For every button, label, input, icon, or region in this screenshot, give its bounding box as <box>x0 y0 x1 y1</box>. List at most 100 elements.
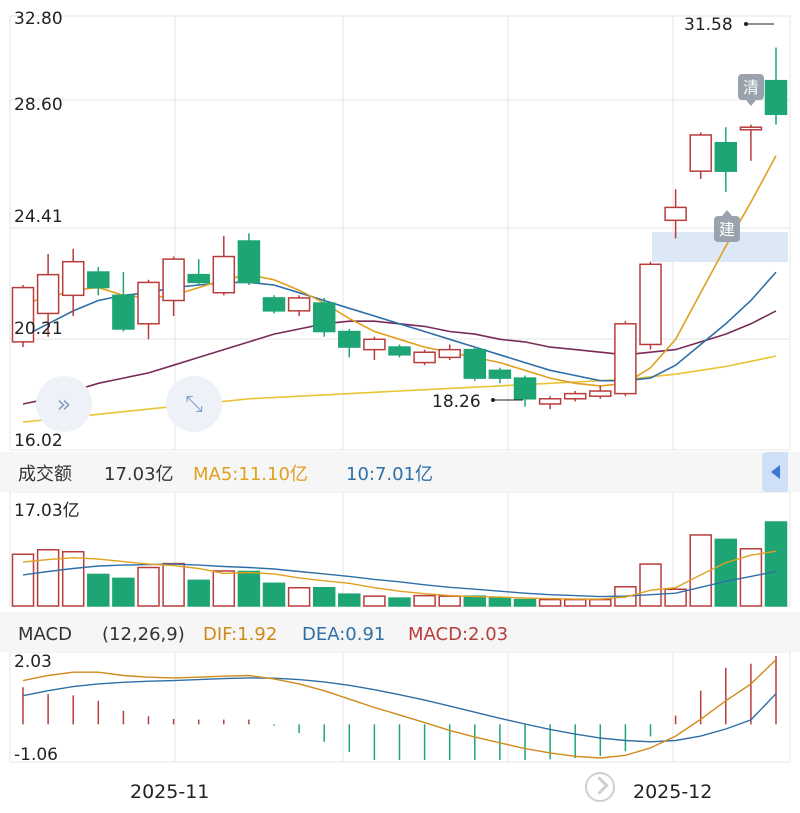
volume-bar-29 <box>739 548 763 607</box>
candle-body-3 <box>87 271 110 289</box>
macd-dea-line <box>22 677 777 743</box>
volume-bar-13 <box>338 593 361 607</box>
candle-body-30 <box>764 79 788 116</box>
collapse-panel-button[interactable] <box>762 452 788 492</box>
volume-bar-5 <box>137 566 160 607</box>
candle-body-2 <box>61 260 85 297</box>
price-axis-lower: 20.21 <box>14 319 63 339</box>
volume-bar-9 <box>237 570 261 607</box>
macd-dea-label: DEA:0.91 <box>302 624 385 645</box>
price-axis-bottom: 16.02 <box>14 431 63 451</box>
macd-header-name[interactable]: MACD <box>18 624 72 645</box>
scroll-left-button[interactable]: » <box>36 376 92 432</box>
macd-value-label: MACD:2.03 <box>408 624 508 645</box>
candle-body-22 <box>563 392 587 400</box>
price-axis-top: 32.80 <box>14 9 63 29</box>
low-marker-label: 18.26 <box>432 392 481 412</box>
price-axis-upper: 28.60 <box>14 95 63 115</box>
triangle-left-icon <box>770 465 780 479</box>
candle-body-12 <box>312 302 336 333</box>
x-axis-label-nov: 2025-11 <box>130 781 209 803</box>
fullscreen-button[interactable]: ⤡ <box>166 376 222 432</box>
candle-body-13 <box>338 330 361 348</box>
volume-bar-12 <box>312 586 336 607</box>
volume-bar-0 <box>11 553 35 607</box>
badge-build-label: 建 <box>719 220 735 239</box>
candle-body-15 <box>388 346 411 356</box>
candle-body-5 <box>137 281 160 325</box>
volume-bar-8 <box>212 570 236 607</box>
candle-body-19 <box>488 369 512 379</box>
expand-icon: ⤡ <box>185 391 203 417</box>
high-marker-dot <box>744 22 748 26</box>
double-chevron-right-icon: » <box>56 390 72 418</box>
volume-bar-27 <box>689 534 712 607</box>
candle-body-6 <box>162 258 185 302</box>
volume-bar-20 <box>513 598 537 607</box>
badge-clear-label: 清 <box>743 78 759 97</box>
candle-body-28 <box>714 141 738 172</box>
volume-bar-17 <box>438 595 461 607</box>
ma10-line <box>22 271 777 382</box>
volume-header-value: 17.03亿 <box>104 464 174 485</box>
volume-bar-21 <box>538 598 562 607</box>
volume-bars <box>11 521 788 607</box>
candle-body-9 <box>237 240 261 284</box>
volume-ma10-label: 10:7.01亿 <box>346 464 433 485</box>
candle-body-7 <box>187 273 210 284</box>
candle-body-26 <box>664 206 687 222</box>
macd-bottom-label: -1.06 <box>14 745 58 765</box>
moving-average-lines <box>22 155 777 423</box>
macd-header-bg <box>0 612 800 652</box>
candle-body-20 <box>513 377 537 400</box>
volume-bar-3 <box>87 573 110 607</box>
volume-bar-18 <box>463 595 487 607</box>
volume-bar-28 <box>714 538 738 607</box>
ma60-line <box>22 355 777 423</box>
candle-body-14 <box>363 338 386 351</box>
volume-bar-7 <box>187 579 210 607</box>
volume-header-name[interactable]: 成交额 <box>18 464 72 485</box>
candle-body-23 <box>589 390 612 397</box>
candle-body-18 <box>463 348 487 379</box>
badge-clear[interactable]: 清 <box>738 74 764 106</box>
macd-top-label: 2.03 <box>14 652 52 672</box>
candle-body-16 <box>413 351 436 364</box>
volume-bar-10 <box>262 582 286 607</box>
volume-bar-19 <box>488 597 512 607</box>
volume-header-bg <box>0 452 800 492</box>
low-marker-dot <box>491 398 495 402</box>
volume-bar-23 <box>589 598 612 607</box>
price-axis-mid: 24.41 <box>14 207 63 227</box>
candle-body-29 <box>739 126 763 131</box>
candle-body-0 <box>11 286 35 343</box>
macd-params: (12,26,9) <box>102 624 185 645</box>
macd-lines <box>22 659 777 759</box>
watermark <box>585 772 619 802</box>
high-marker-label: 31.58 <box>684 15 733 35</box>
candle-body-1 <box>36 273 60 315</box>
volume-bar-30 <box>764 521 788 607</box>
volume-bar-4 <box>112 577 135 607</box>
candle-body-25 <box>639 263 662 346</box>
candles <box>11 47 788 410</box>
volume-bar-2 <box>61 550 85 607</box>
volume-ma-lines <box>22 550 777 600</box>
volume-bar-6 <box>162 562 185 607</box>
candle-body-17 <box>438 348 461 359</box>
candle-body-4 <box>112 294 135 330</box>
ma20-line <box>22 310 777 405</box>
badge-build[interactable]: 建 <box>714 210 740 242</box>
volume-bar-14 <box>363 595 386 607</box>
volume-top-label: 17.03亿 <box>14 501 80 521</box>
volume-ma5-line <box>22 550 777 600</box>
candle-body-10 <box>262 297 286 312</box>
candle-body-8 <box>212 255 236 294</box>
watermark-logo-icon <box>585 772 615 802</box>
candle-body-24 <box>614 323 637 395</box>
volume-bar-25 <box>639 563 662 607</box>
volume-bar-16 <box>413 594 436 607</box>
macd-dif-line <box>22 659 777 759</box>
candle-body-21 <box>538 398 562 405</box>
